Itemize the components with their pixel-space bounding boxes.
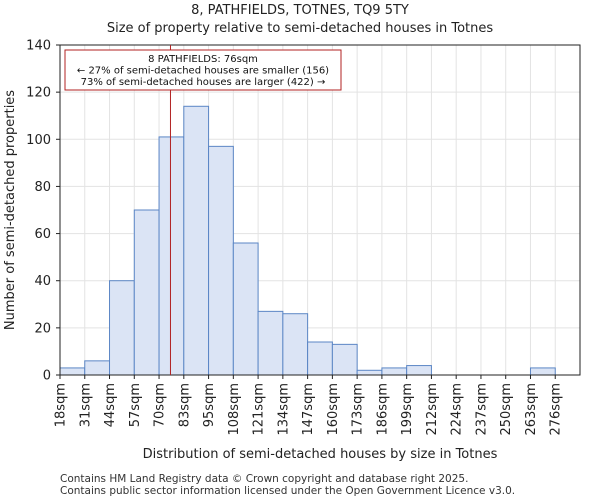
histogram-bar (109, 280, 135, 376)
histogram-bar (208, 145, 234, 376)
annotation-box (64, 49, 342, 91)
x-tick-label: 276sqm (549, 383, 564, 436)
y-tick-label: 40 (34, 274, 51, 289)
footer-line-1: Contains HM Land Registry data © Crown c… (60, 473, 469, 485)
histogram-bar (84, 360, 111, 376)
annotation-line: ← 27% of semi-detached houses are smalle… (77, 66, 329, 77)
y-tick-label: 80 (34, 180, 51, 195)
footer-line-2: Contains public sector information licen… (60, 485, 516, 497)
x-tick-label: 160sqm (326, 383, 341, 436)
x-tick-label: 237sqm (474, 383, 489, 436)
x-tick-label: 173sqm (351, 383, 366, 436)
x-tick-label: 199sqm (400, 383, 415, 436)
x-tick-label: 224sqm (450, 383, 465, 436)
annotation-line: 73% of semi-detached houses are larger (… (81, 77, 326, 88)
x-tick-label: 186sqm (375, 383, 390, 436)
x-axis-label: Distribution of semi-detached houses by … (143, 447, 498, 462)
chart-subtitle: Size of property relative to semi-detach… (106, 21, 494, 36)
histogram-bar (381, 367, 408, 376)
x-tick-label: 212sqm (425, 383, 440, 436)
x-tick-label: 263sqm (524, 383, 539, 436)
y-tick-label: 120 (26, 86, 51, 101)
y-tick-label: 0 (43, 369, 51, 384)
histogram-bar (158, 136, 185, 376)
histogram-bar (232, 242, 259, 376)
histogram-bar (331, 343, 358, 376)
x-tick-label: 70sqm (153, 383, 168, 427)
x-tick-label: 147sqm (301, 383, 316, 436)
chart-title-block: 8, PATHFIELDS, TOTNES, TQ9 5TY Size of p… (0, 2, 600, 38)
x-tick-label: 57sqm (128, 383, 143, 427)
histogram-bar (59, 367, 86, 376)
plot-frame (59, 44, 581, 376)
x-tick-label: 18sqm (54, 383, 69, 427)
histogram-bar (183, 105, 210, 376)
y-axis-label: Number of semi-detached properties (3, 90, 18, 330)
y-tick-label: 60 (34, 227, 51, 242)
histogram-bar (307, 341, 333, 376)
x-tick-label: 83sqm (177, 383, 192, 427)
histogram-bar (282, 313, 309, 376)
x-tick-label: 121sqm (252, 383, 267, 436)
histogram-bar (133, 209, 160, 376)
histogram-bar (529, 367, 556, 376)
histogram-bar (406, 365, 432, 376)
y-tick-label: 100 (26, 133, 51, 148)
annotation-line: 8 PATHFIELDS: 76sqm (148, 54, 258, 65)
x-tick-label: 134sqm (276, 383, 291, 436)
x-tick-label: 31sqm (78, 383, 93, 427)
x-tick-label: 95sqm (202, 383, 217, 427)
histogram-bar (356, 369, 383, 376)
x-tick-label: 44sqm (103, 383, 118, 427)
x-tick-label: 108sqm (227, 383, 242, 436)
x-tick-label: 250sqm (499, 383, 514, 436)
y-tick-label: 140 (26, 39, 51, 54)
y-tick-label: 20 (34, 321, 51, 336)
histogram-bar (257, 310, 284, 376)
chart-title: 8, PATHFIELDS, TOTNES, TQ9 5TY (191, 3, 409, 18)
